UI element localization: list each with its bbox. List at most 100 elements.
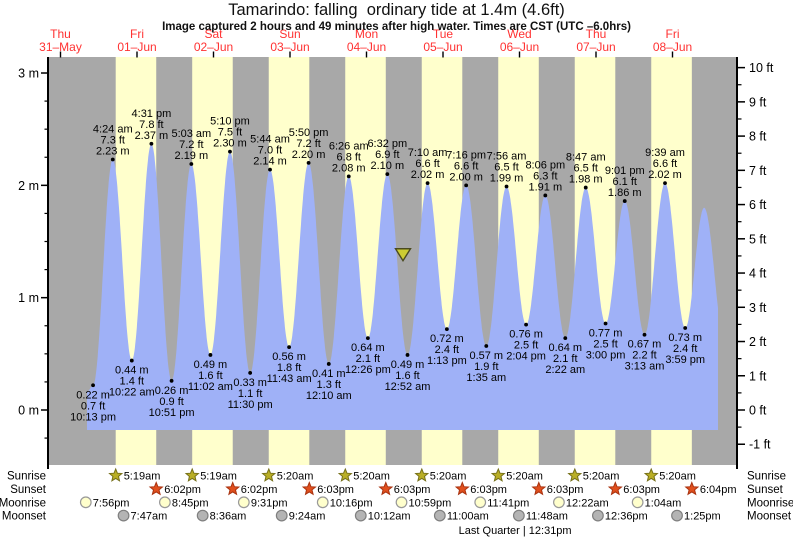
tide-time: 4:31 pm: [132, 108, 172, 120]
tide-extreme-dot: [287, 345, 291, 349]
tide-extreme-dot: [208, 353, 213, 357]
moonset-icon: [592, 509, 604, 522]
tide-extreme-dot: [228, 149, 232, 154]
noon-tick: [595, 51, 597, 58]
chart-title: Tamarindo: falling ordinary tide at 1.4m…: [228, 1, 565, 19]
tide-high-label: 5:50 pm7.2 ft2.20 m: [289, 127, 329, 161]
left-axis-tick-label: 1 m: [18, 291, 39, 305]
tide-extreme-dot: [326, 362, 331, 366]
day-weekday-label: Fri: [130, 27, 144, 41]
moonset-time: 11:48am: [526, 511, 568, 523]
noon-tick: [671, 51, 674, 58]
tide-time: 5:50 pm: [289, 127, 329, 139]
tide-meters: 0.22 m: [76, 389, 110, 401]
tide-feet: 6.6 ft: [415, 158, 439, 170]
day-date-label: 06–Jun: [500, 40, 539, 54]
tide-time: 5:44 am: [250, 134, 290, 146]
day-date-label: 05–Jun: [423, 40, 462, 54]
noon-tick: [518, 51, 521, 58]
sunset-icon: [454, 481, 470, 496]
tide-time: 10:22 am: [109, 387, 155, 399]
tide-feet: 1.4 ft: [120, 376, 144, 388]
tide-meters: 0.64 m: [351, 342, 385, 354]
chart-subtitle: Image captured 2 hours and 49 minutes af…: [162, 21, 631, 33]
sunrise-icon: [567, 467, 583, 482]
tide-meters: 2.02 m: [411, 169, 445, 181]
row-label-left-moonset: Moonset: [2, 511, 47, 523]
moonrise-time: 9:31pm: [251, 497, 288, 509]
tide-meters: 2.20 m: [292, 149, 326, 161]
day-date-label: 08–Jun: [653, 40, 692, 54]
right-axis-tick-label: 0 ft: [749, 404, 767, 418]
tide-extreme-dot: [484, 344, 489, 348]
moonset-time: 11:00am: [447, 511, 489, 523]
right-axis-tick-label: 5 ft: [749, 232, 767, 246]
tide-feet: 6.3 ft: [533, 170, 557, 182]
tide-meters: 1.98 m: [569, 174, 603, 186]
sunrise-icon: [184, 467, 200, 482]
tide-extreme-dot: [169, 378, 174, 383]
tide-extreme-dot: [385, 172, 390, 177]
moonset-time: 12:36pm: [605, 511, 648, 523]
tide-time: 3:59 pm: [665, 354, 705, 366]
tide-feet: 6.9 ft: [375, 149, 399, 161]
day-date-label: 03–Jun: [270, 40, 309, 54]
tide-feet: 7.0 ft: [258, 145, 282, 157]
sunset-time: 6:02pm: [241, 484, 278, 496]
sunset-time: 6:03pm: [623, 484, 660, 496]
tide-time: 2:04 pm: [506, 351, 546, 363]
tide-meters: 2.19 m: [175, 150, 209, 162]
tide-time: 1:35 am: [466, 372, 506, 384]
sunset-icon: [148, 481, 164, 496]
tide-time: 12:52 am: [385, 381, 431, 393]
tide-meters: 0.49 m: [194, 359, 228, 371]
tide-time: 5:03 am: [171, 128, 211, 140]
tide-time: 2:22 am: [545, 364, 585, 376]
tide-low-label: 0.67 m2.2 ft3:13 am: [625, 339, 665, 373]
tide-feet: 2.1 ft: [356, 353, 380, 365]
tide-feet: 6.5 ft: [494, 161, 518, 173]
moonrise-time: 1:04am: [645, 497, 682, 509]
sunset-icon: [225, 481, 241, 496]
tide-feet: 1.6 ft: [198, 370, 222, 382]
tide-extreme-dot: [603, 321, 608, 326]
moonset-time: 10:12am: [368, 511, 411, 523]
tide-high-label: 7:16 pm6.6 ft2.00 m: [446, 149, 486, 183]
day-date-label: 04–Jun: [347, 40, 386, 54]
tide-time: 7:56 am: [487, 150, 527, 162]
tide-high-label: 5:44 am7.0 ft2.14 m: [250, 134, 290, 168]
sunset-time: 6:03pm: [317, 484, 354, 496]
sunset-time: 6:04pm: [700, 484, 737, 496]
tide-extreme-dot: [543, 193, 548, 198]
tide-extreme-dot: [504, 184, 509, 189]
right-axis-tick-label: 4 ft: [749, 267, 767, 281]
sunset-time: 6:03pm: [394, 484, 431, 496]
tide-feet: 1.3 ft: [317, 379, 341, 391]
moonset-icon: [196, 509, 209, 522]
right-axis-tick-label: 10 ft: [749, 61, 774, 75]
tide-feet: 2.4 ft: [673, 343, 697, 355]
tide-meters: 2.14 m: [253, 156, 287, 168]
tide-meters: 2.37 m: [135, 130, 169, 142]
moonrise-icon: [631, 496, 644, 509]
tide-meters: 2.23 m: [96, 146, 130, 158]
moonrise-icon: [237, 496, 250, 509]
row-label-left-sunrise: Sunrise: [7, 471, 46, 483]
sunrise-icon: [643, 467, 659, 482]
moonset-icon: [275, 509, 288, 522]
tide-time: 9:01 pm: [605, 165, 645, 177]
tide-extreme-dot: [365, 336, 370, 341]
tide-extreme-dot: [149, 141, 154, 146]
day-weekday-label: Mon: [355, 27, 378, 41]
moonrise-icon: [474, 496, 487, 509]
current-tide-marker: [394, 248, 412, 263]
row-label-left-moonrise: Moonrise: [0, 497, 46, 509]
day-weekday-label: Sun: [279, 27, 300, 41]
tide-time: 10:51 pm: [149, 407, 195, 419]
tide-extreme-dot: [663, 181, 667, 185]
sunset-icon: [531, 481, 547, 496]
tide-extreme-dot: [563, 336, 568, 341]
tide-meters: 2.02 m: [648, 169, 682, 181]
